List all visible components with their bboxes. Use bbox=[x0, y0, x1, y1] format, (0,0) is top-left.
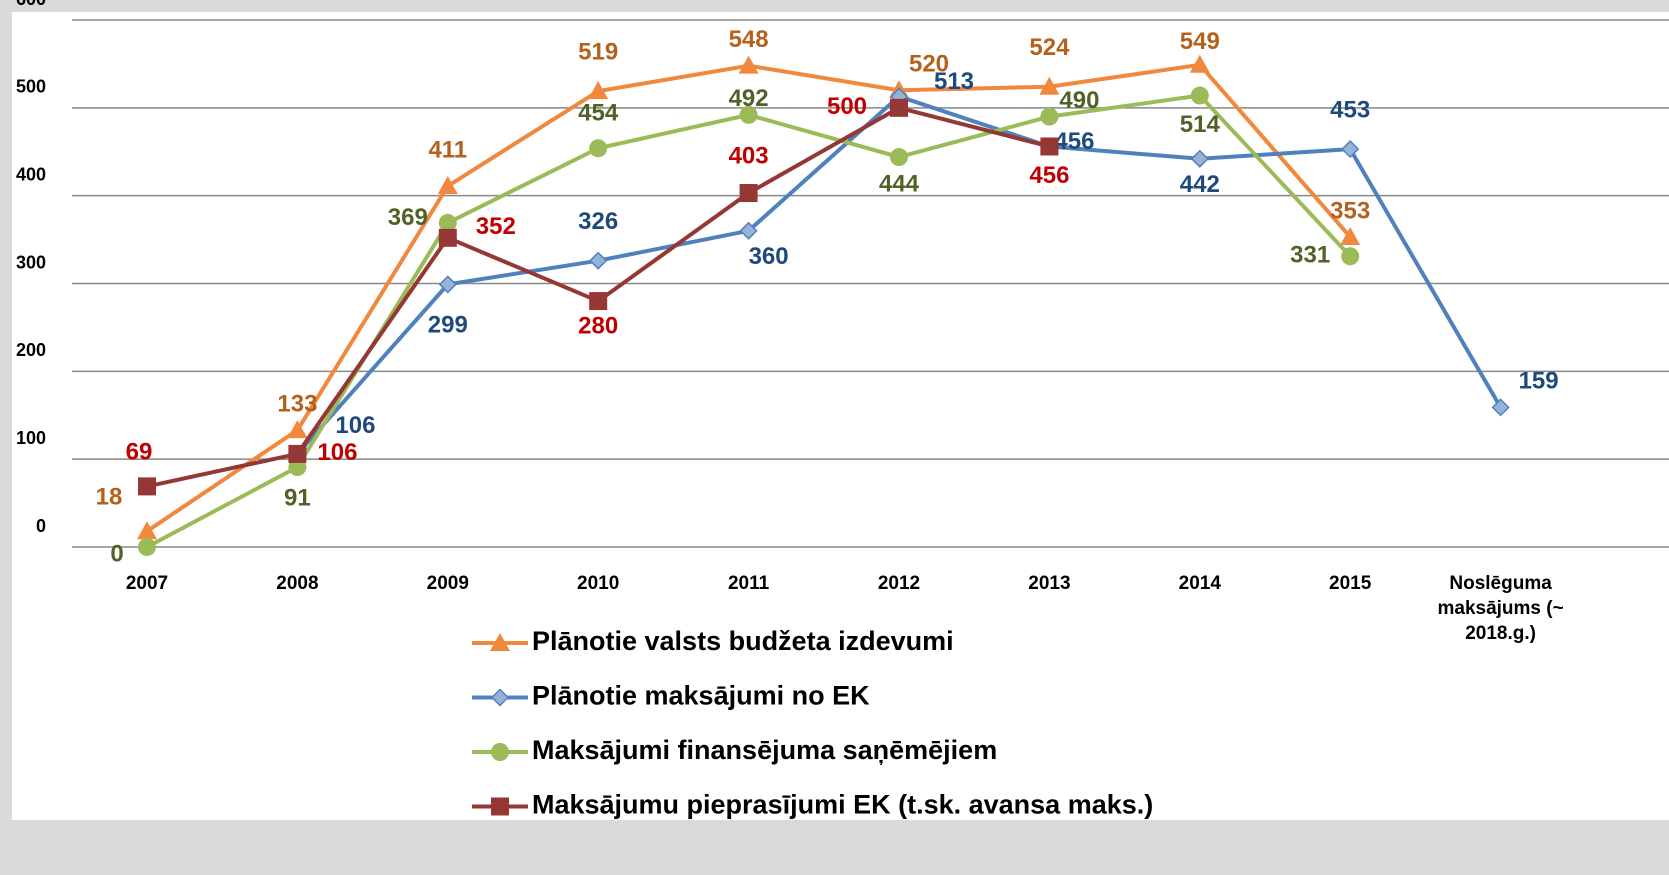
x-tick-label: Noslēguma maksājums (~ 2018.g.) bbox=[1437, 573, 1564, 644]
data-label: 514 bbox=[1180, 111, 1221, 138]
data-label: 280 bbox=[578, 312, 618, 339]
data-label: 353 bbox=[1330, 197, 1370, 224]
data-label: 490 bbox=[1059, 87, 1099, 114]
data-label: 548 bbox=[729, 26, 769, 53]
point-marker bbox=[589, 139, 608, 158]
point-marker bbox=[1190, 149, 1209, 168]
y-tick-label: 400 bbox=[16, 164, 46, 184]
point-marker bbox=[1491, 398, 1510, 417]
data-label: 369 bbox=[388, 204, 428, 231]
point-marker bbox=[438, 228, 457, 247]
data-label: 454 bbox=[578, 100, 619, 127]
data-label: 18 bbox=[96, 484, 123, 511]
data-label: 524 bbox=[1029, 34, 1070, 61]
data-label: 411 bbox=[428, 136, 467, 163]
legend-label: Plānotie valsts budžeta izdevumi bbox=[532, 626, 954, 656]
legend-marker bbox=[490, 688, 510, 707]
point-marker bbox=[1040, 107, 1059, 126]
data-label: 133 bbox=[277, 391, 317, 418]
point-marker bbox=[890, 148, 908, 167]
data-label: 0 bbox=[110, 540, 123, 567]
point-marker bbox=[739, 184, 758, 203]
point-marker bbox=[589, 292, 608, 311]
x-tick-label: 2015 bbox=[1329, 573, 1372, 594]
data-label: 69 bbox=[126, 439, 153, 466]
data-label: 513 bbox=[934, 68, 974, 95]
point-marker bbox=[739, 221, 758, 240]
legend-label: Maksājumi finansējuma saņēmējiem bbox=[532, 735, 997, 765]
point-marker bbox=[1040, 137, 1059, 156]
x-tick-label: 2008 bbox=[276, 573, 319, 594]
data-label: 331 bbox=[1290, 242, 1330, 269]
x-tick-label: 2010 bbox=[577, 573, 620, 594]
data-label: 456 bbox=[1054, 128, 1094, 155]
data-label: 549 bbox=[1180, 28, 1220, 55]
point-marker bbox=[588, 81, 609, 100]
point-marker bbox=[288, 444, 307, 463]
legend-marker bbox=[491, 743, 509, 761]
data-label: 444 bbox=[879, 170, 920, 197]
point-marker bbox=[1189, 54, 1210, 73]
data-label: 442 bbox=[1180, 171, 1220, 198]
y-tick-label: 0 bbox=[36, 516, 46, 536]
point-marker bbox=[437, 176, 458, 195]
point-marker bbox=[138, 538, 156, 556]
data-label: 492 bbox=[729, 85, 769, 112]
data-label: 520 bbox=[909, 51, 949, 78]
x-tick-label: 2014 bbox=[1178, 573, 1221, 594]
point-marker bbox=[1039, 76, 1060, 95]
legend-marker bbox=[490, 633, 510, 651]
data-label: 326 bbox=[578, 208, 618, 235]
point-marker bbox=[438, 213, 457, 232]
data-label: 453 bbox=[1330, 96, 1370, 123]
y-tick-label: 600 bbox=[16, 0, 46, 9]
point-marker bbox=[137, 521, 157, 540]
y-tick-label: 300 bbox=[16, 252, 46, 272]
data-label: 106 bbox=[335, 412, 375, 439]
point-marker bbox=[1341, 247, 1360, 266]
point-marker bbox=[589, 251, 608, 270]
point-marker bbox=[287, 420, 308, 439]
point-marker bbox=[890, 98, 908, 117]
data-label: 91 bbox=[284, 484, 311, 511]
x-tick-label: 2007 bbox=[125, 573, 169, 594]
point-marker bbox=[438, 275, 457, 294]
point-marker bbox=[1340, 226, 1361, 245]
x-tick-label: 2009 bbox=[426, 573, 469, 594]
data-label: 519 bbox=[578, 38, 618, 65]
y-tick-label: 500 bbox=[16, 77, 46, 97]
point-marker bbox=[1341, 140, 1360, 159]
data-label: 299 bbox=[428, 312, 468, 339]
point-marker bbox=[1190, 86, 1209, 105]
data-label: 456 bbox=[1029, 162, 1069, 189]
legend-label: Maksājumu pieprasījumi EK (t.sk. avansa … bbox=[532, 790, 1153, 820]
x-tick-label: 2012 bbox=[877, 573, 921, 594]
point-marker bbox=[138, 477, 156, 496]
point-marker bbox=[739, 105, 758, 124]
legend-marker bbox=[491, 797, 509, 816]
data-label: 403 bbox=[729, 142, 769, 169]
data-label: 360 bbox=[749, 243, 789, 270]
data-label: 159 bbox=[1519, 368, 1559, 395]
y-tick-label: 200 bbox=[16, 340, 46, 360]
data-label: 106 bbox=[317, 439, 357, 466]
legend-label: Plānotie maksājumi no EK bbox=[532, 681, 870, 711]
point-marker bbox=[738, 55, 759, 74]
y-tick-label: 100 bbox=[16, 428, 46, 448]
data-label: 352 bbox=[476, 213, 516, 240]
x-tick-label: 2011 bbox=[727, 573, 770, 594]
x-tick-label: 2013 bbox=[1028, 573, 1071, 594]
data-label: 500 bbox=[827, 93, 867, 120]
